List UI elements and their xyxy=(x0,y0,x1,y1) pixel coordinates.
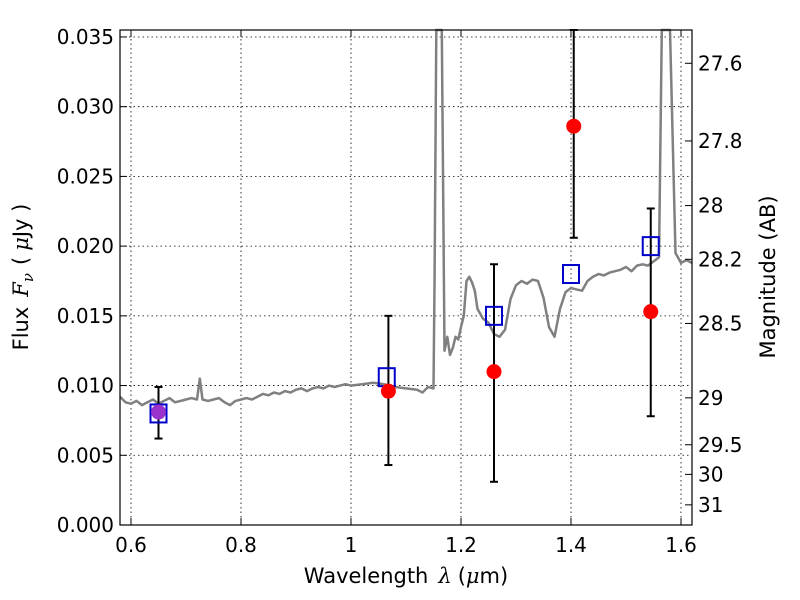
x-tick-label: 1.6 xyxy=(665,533,697,557)
x-tick-label: 1 xyxy=(345,533,358,557)
x-axis-ticks: 0.6 0.8 1 1.2 1.4 1.6 xyxy=(115,30,697,557)
y2-tick-label: 27.8 xyxy=(698,129,743,153)
x-tick-label: 0.6 xyxy=(115,533,147,557)
y2-tick-label: 28 xyxy=(698,194,723,218)
x-tick-label: 1.2 xyxy=(445,533,477,557)
y-axis-label-sub: ν xyxy=(19,273,37,282)
x-axis-label-symbol: λ xyxy=(437,564,451,588)
y2-axis-label: Magnitude (AB) xyxy=(756,195,780,358)
y-tick-label: 0.005 xyxy=(57,443,114,467)
y-tick-label: 0.020 xyxy=(57,234,114,258)
y-tick-label: 0.010 xyxy=(57,374,114,398)
x-tick-label: 1.4 xyxy=(555,533,587,557)
y2-tick-label: 27.6 xyxy=(698,51,743,75)
x-axis-label-mu: μ xyxy=(466,564,480,588)
square-marker xyxy=(485,305,503,326)
y2-tick-label: 31 xyxy=(698,493,723,517)
y-axis-label-text: Flux xyxy=(9,307,33,351)
y-axis-label-symbol: F xyxy=(9,281,33,298)
grid-lines xyxy=(120,30,692,526)
x-axis-label-open: ( xyxy=(458,564,466,588)
x-axis-label-text: Wavelength xyxy=(304,564,429,588)
y-axis-label-unit: Jy ) xyxy=(9,204,33,240)
y-tick-label: 0.035 xyxy=(57,25,114,49)
x-axis-label: Wavelength λ (μm) xyxy=(304,564,508,588)
y2-axis-ticks: 27.6 27.8 28 28.2 28.5 29 29.5 30 31 xyxy=(685,51,743,517)
spectrum-layer xyxy=(119,28,693,407)
spectrum-line xyxy=(119,28,693,407)
y-tick-label: 0.030 xyxy=(57,95,114,119)
square-marker xyxy=(562,264,580,285)
y-tick-label: 0.000 xyxy=(57,513,114,537)
y2-tick-label: 28.5 xyxy=(698,311,743,335)
y2-tick-label: 29 xyxy=(698,386,723,410)
y-axis-label-mu: μ xyxy=(9,237,33,251)
plot-frame xyxy=(119,29,693,526)
y-tick-label: 0.015 xyxy=(57,304,114,328)
x-axis-label-unit: m) xyxy=(480,564,509,588)
square-marker xyxy=(641,236,660,257)
circle-marker xyxy=(380,383,396,399)
x-tick-label: 0.8 xyxy=(225,533,257,557)
y-axis-label-open: ( xyxy=(9,257,33,265)
circle-marker xyxy=(566,118,582,134)
circle-marker xyxy=(151,404,166,420)
y2-tick-label: 29.5 xyxy=(698,433,743,457)
y-axis-ticks: 0.000 0.005 0.010 0.015 0.020 0.025 0.030 0.035 xyxy=(57,25,127,537)
y2-tick-label: 30 xyxy=(698,462,723,486)
y-tick-label: 0.025 xyxy=(57,164,114,188)
data-points-layer xyxy=(149,29,660,483)
y-axis-label: Flux Fν ( μJy ) xyxy=(9,204,37,351)
circle-marker xyxy=(643,304,659,320)
y2-tick-label: 28.2 xyxy=(698,247,743,271)
circle-marker xyxy=(486,364,502,380)
square-marker xyxy=(149,403,168,424)
